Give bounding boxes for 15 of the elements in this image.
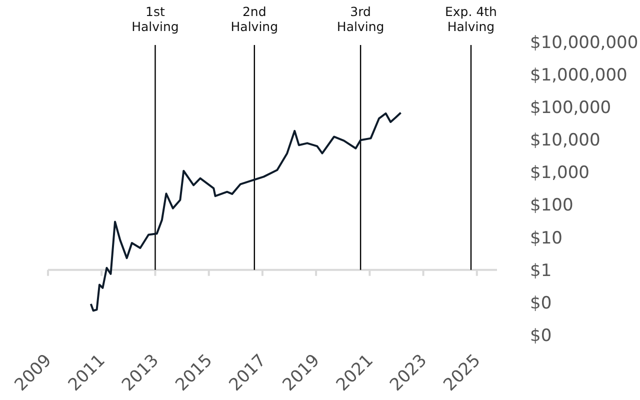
- y-tick-label: $10,000: [530, 130, 600, 151]
- y-tick-label: $1,000,000: [530, 66, 628, 86]
- y-tick-label: $100: [530, 196, 574, 216]
- y-tick-label: $1,000: [530, 163, 590, 184]
- ref-line-label: Exp. 4th Halving: [445, 4, 497, 34]
- y-tick-label: $0: [530, 293, 552, 314]
- y-tick-label: $10,000,000: [530, 32, 638, 53]
- line-series: [90, 112, 402, 312]
- ref-line-label: 2nd Halving: [230, 4, 278, 34]
- y-tick-label: $100,000: [530, 98, 612, 118]
- y-tick-label: $10: [530, 228, 562, 248]
- ref-line-label: 3rd Halving: [336, 4, 384, 34]
- y-tick-label: $0: [530, 326, 552, 346]
- y-tick-label: $1: [530, 260, 552, 281]
- ref-line-label: 1st Halving: [132, 4, 179, 34]
